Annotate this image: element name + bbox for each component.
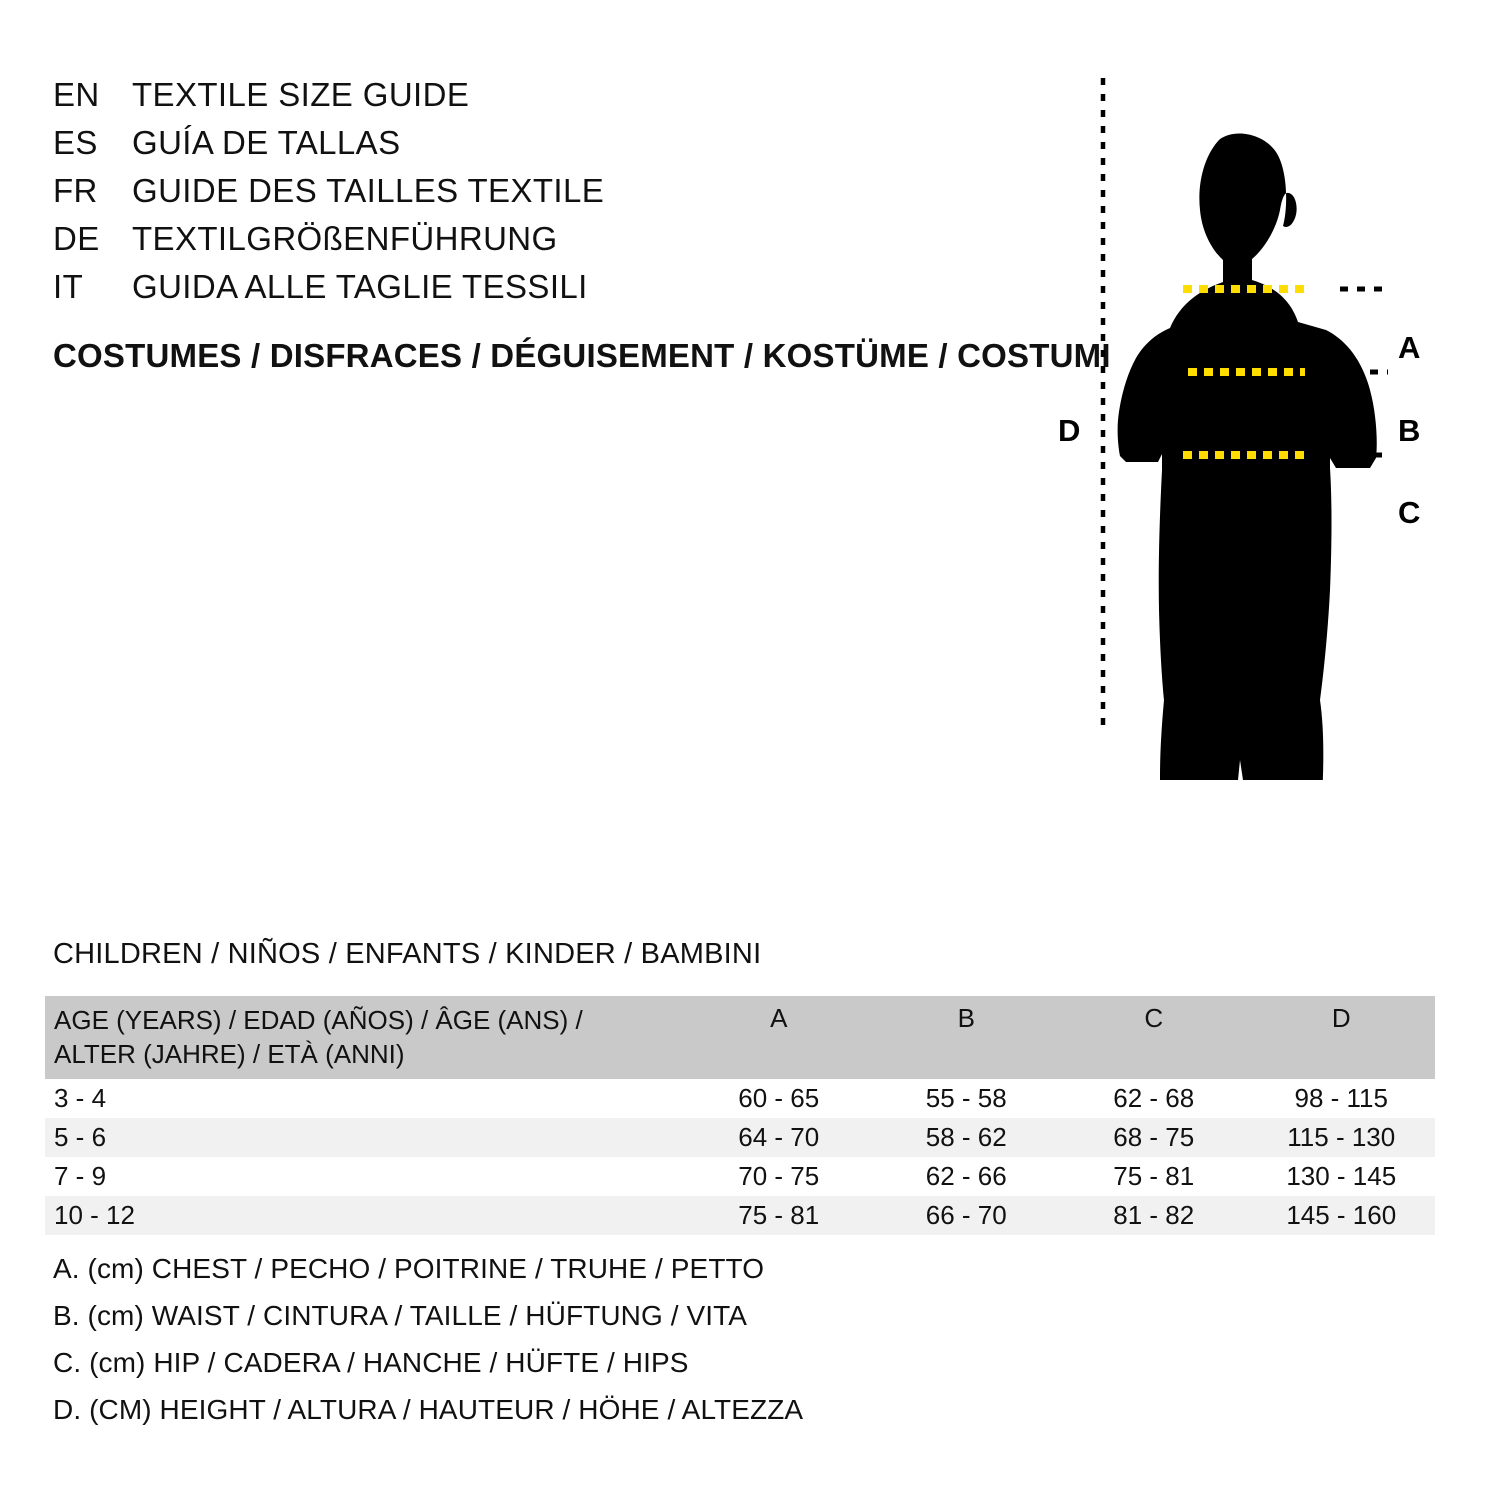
cell-chest: 60 - 65 — [738, 1082, 820, 1113]
cell-hip: 75 - 81 — [1113, 1160, 1195, 1191]
costume-category-title: COSTUMES / DISFRACES / DÉGUISEMENT / KOS… — [53, 337, 1111, 374]
language-code-en: EN — [53, 76, 100, 113]
column-header-d: D — [1331, 1003, 1351, 1033]
shorts — [1160, 700, 1324, 780]
size-table: AGE (YEARS) / EDAD (AÑOS) / ÂGE (ANS) / … — [45, 996, 1435, 1235]
language-row: FR GUIDE DES TAILLES TEXTILE — [53, 172, 953, 220]
table-row: 7 - 9 70 - 75 62 - 66 75 - 81 130 - 145 — [45, 1156, 1435, 1196]
language-row: ES GUÍA DE TALLAS — [53, 124, 953, 172]
language-title-en: TEXTILE SIZE GUIDE — [132, 76, 470, 113]
cell-chest: 64 - 70 — [738, 1121, 820, 1152]
table-header-row: AGE (YEARS) / EDAD (AÑOS) / ÂGE (ANS) / … — [45, 996, 1435, 1079]
cell-hip: 81 - 82 — [1113, 1199, 1195, 1230]
table-row: 10 - 12 75 - 81 66 - 70 81 - 82 145 - 16… — [45, 1195, 1435, 1235]
table-section-heading: CHILDREN / NIÑOS / ENFANTS / KINDER / BA… — [53, 938, 762, 970]
cell-height: 145 - 160 — [1286, 1199, 1397, 1230]
language-row: DE TEXTILGRÖßENFÜHRUNG — [53, 220, 953, 268]
column-header-age-line1: AGE (YEARS) / EDAD (AÑOS) / ÂGE (ANS) / — [54, 1005, 583, 1035]
cell-age: 3 - 4 — [54, 1082, 107, 1113]
language-row: EN TEXTILE SIZE GUIDE — [53, 76, 953, 124]
cell-age: 7 - 9 — [54, 1160, 107, 1191]
cell-chest: 70 - 75 — [738, 1160, 820, 1191]
table-row: 5 - 6 64 - 70 58 - 62 68 - 75 115 - 130 — [45, 1117, 1435, 1157]
language-title-list: EN TEXTILE SIZE GUIDE ES GUÍA DE TALLAS … — [53, 76, 953, 316]
language-code-it: IT — [53, 268, 84, 305]
cell-hip: 68 - 75 — [1113, 1121, 1195, 1152]
table-row: 3 - 4 60 - 65 55 - 58 62 - 68 98 - 115 — [45, 1078, 1435, 1118]
language-title-de: TEXTILGRÖßENFÜHRUNG — [132, 220, 558, 257]
measurement-legend: A. (cm) CHEST / PECHO / POITRINE / TRUHE… — [53, 1250, 803, 1438]
column-header-age: AGE (YEARS) / EDAD (AÑOS) / ÂGE (ANS) / … — [45, 996, 685, 1079]
cell-age: 5 - 6 — [54, 1121, 107, 1152]
dimension-label-b: B — [1398, 413, 1421, 448]
table-body: 3 - 4 60 - 65 55 - 58 62 - 68 98 - 115 5… — [45, 1078, 1435, 1235]
column-header-b: B — [957, 1003, 975, 1033]
cell-waist: 62 - 66 — [925, 1160, 1007, 1191]
language-title-es: GUÍA DE TALLAS — [132, 124, 401, 161]
column-header-a: A — [770, 1003, 788, 1033]
cell-height: 130 - 145 — [1286, 1160, 1397, 1191]
language-code-fr: FR — [53, 172, 98, 209]
cell-hip: 62 - 68 — [1113, 1082, 1195, 1113]
language-code-de: DE — [53, 220, 100, 257]
column-header-age-line2: ALTER (JAHRE) / ETÀ (ANNI) — [54, 1039, 405, 1070]
head-and-neck — [1170, 133, 1298, 340]
legend-item-c: C. (cm) HIP / CADERA / HANCHE / HÜFTE / … — [53, 1347, 689, 1378]
dimension-label-d: D — [1058, 413, 1081, 448]
cell-waist: 55 - 58 — [925, 1082, 1007, 1113]
table-header: AGE (YEARS) / EDAD (AÑOS) / ÂGE (ANS) / … — [45, 996, 1435, 1079]
cell-waist: 66 - 70 — [925, 1199, 1007, 1230]
torso-tshirt — [1117, 322, 1377, 700]
language-code-es: ES — [53, 124, 98, 161]
cell-height: 115 - 130 — [1287, 1121, 1396, 1152]
cell-height: 98 - 115 — [1294, 1082, 1388, 1113]
measurement-diagram: D A B C — [1040, 60, 1480, 780]
language-row: IT GUIDA ALLE TAGLIE TESSILI — [53, 268, 953, 316]
child-silhouette-icon — [1100, 78, 1388, 780]
column-header-c: C — [1144, 1003, 1164, 1033]
cell-age: 10 - 12 — [54, 1199, 135, 1230]
dimension-label-a: A — [1398, 330, 1421, 365]
dimension-label-c: C — [1398, 495, 1421, 530]
cell-chest: 75 - 81 — [738, 1199, 820, 1230]
cell-waist: 58 - 62 — [925, 1121, 1007, 1152]
legend-item-d: D. (CM) HEIGHT / ALTURA / HAUTEUR / HÖHE… — [53, 1394, 804, 1425]
language-title-it: GUIDA ALLE TAGLIE TESSILI — [132, 268, 588, 305]
language-title-fr: GUIDE DES TAILLES TEXTILE — [132, 172, 605, 209]
legend-item-a: A. (cm) CHEST / PECHO / POITRINE / TRUHE… — [53, 1253, 765, 1284]
legend-item-b: B. (cm) WAIST / CINTURA / TAILLE / HÜFTU… — [53, 1300, 748, 1331]
